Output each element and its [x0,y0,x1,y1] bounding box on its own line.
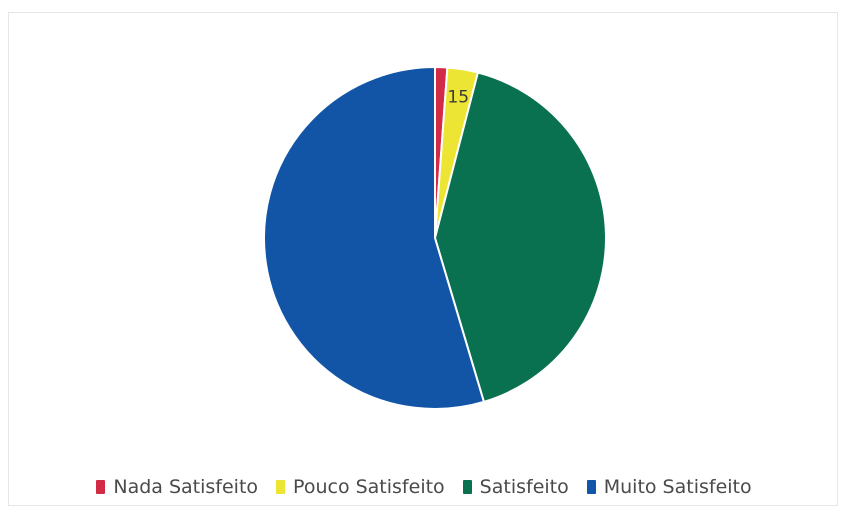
legend-item-muito-satisfeito[interactable]: Muito Satisfeito [586,476,752,498]
legend-item-satisfeito[interactable]: Satisfeito [462,476,569,498]
legend-item-pouco-satisfeito[interactable]: Pouco Satisfeito [276,476,445,498]
legend-item-nada-satisfeito[interactable]: Nada Satisfeito [96,476,258,498]
legend-swatch-nada-satisfeito [96,480,106,494]
legend-label-nada-satisfeito: Nada Satisfeito [113,476,259,498]
legend-label-muito-satisfeito: Muito Satisfeito [603,476,752,498]
pie-slice-satisfeito[interactable] [434,71,607,403]
pie-data-labels: 15 [447,87,469,107]
legend-label-pouco-satisfeito: Pouco Satisfeito [293,476,445,498]
legend-swatch-pouco-satisfeito [276,480,286,494]
legend-swatch-muito-satisfeito [586,480,596,494]
legend-label-satisfeito: Satisfeito [479,476,569,498]
data-label-pouco-satisfeito: 15 [447,87,469,107]
legend-swatch-satisfeito [462,480,472,494]
pie-slices [263,66,607,410]
pie-slice-muito-satisfeito[interactable] [263,66,485,410]
legend: Nada Satisfeito Pouco Satisfeito Satisfe… [0,472,848,502]
